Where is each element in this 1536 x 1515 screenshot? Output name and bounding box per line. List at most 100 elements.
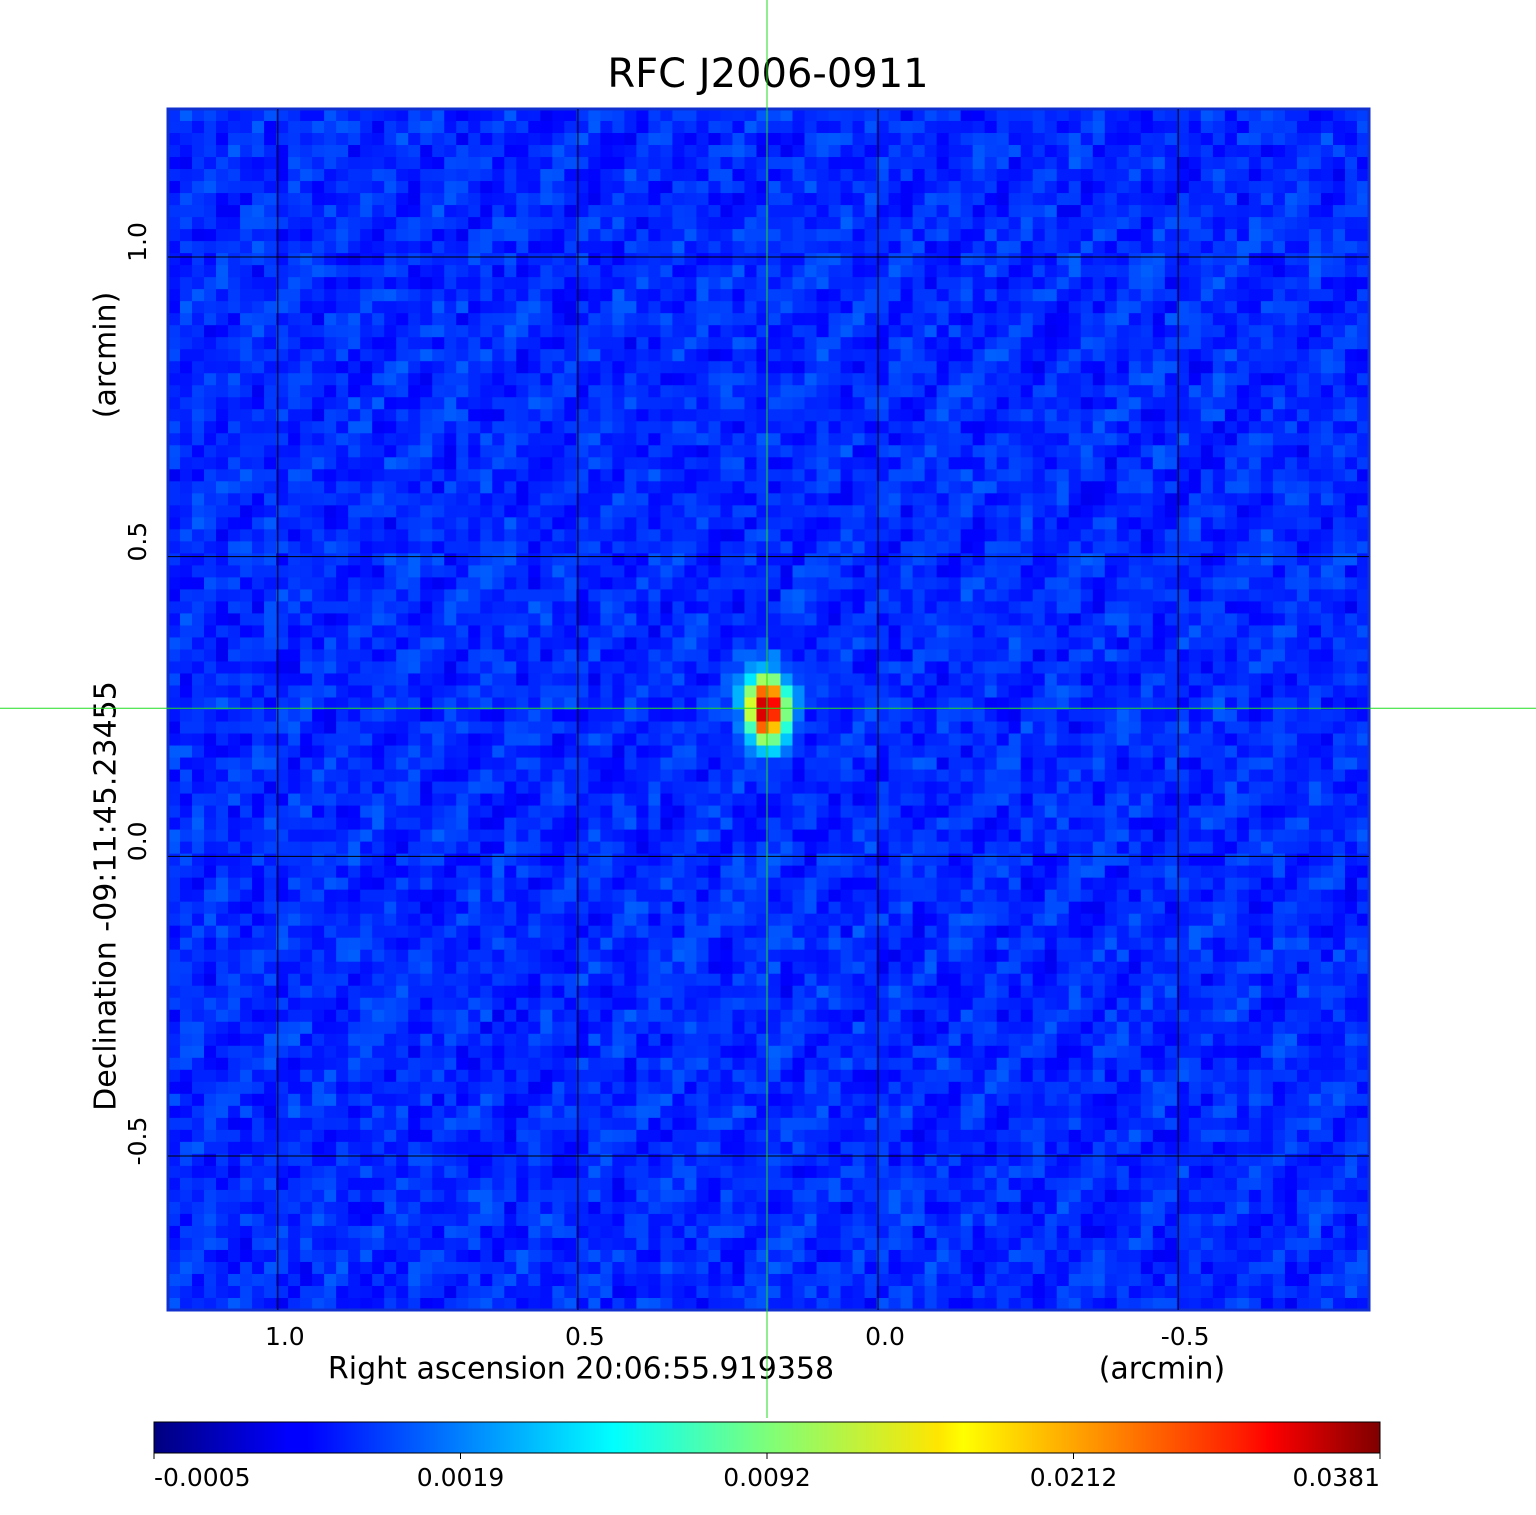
pixel	[732, 541, 746, 554]
pixel	[816, 277, 830, 290]
pixel	[456, 481, 469, 494]
pixel	[1032, 685, 1046, 699]
pixel	[1176, 541, 1190, 554]
pixel	[1236, 601, 1250, 615]
pixel	[696, 181, 710, 194]
pixel	[192, 277, 205, 290]
pixel	[1056, 637, 1070, 651]
pixel	[204, 445, 217, 458]
pixel	[1152, 145, 1166, 158]
pixel	[1080, 697, 1094, 711]
pixel	[336, 349, 349, 362]
pixel	[1272, 505, 1286, 518]
pixel	[888, 421, 902, 434]
pixel	[1344, 121, 1358, 134]
pixel	[468, 481, 481, 494]
pixel	[852, 349, 866, 362]
pixel	[780, 493, 794, 506]
pixel	[960, 433, 974, 446]
pixel	[360, 589, 373, 603]
pixel	[1188, 169, 1202, 182]
pixel	[1236, 457, 1250, 470]
pixel	[300, 133, 313, 146]
pixel	[516, 673, 529, 687]
pixel	[864, 433, 878, 446]
pixel	[612, 301, 625, 314]
pixel	[348, 457, 361, 470]
pixel	[1176, 493, 1190, 506]
pixel	[924, 637, 938, 651]
pixel	[624, 325, 637, 338]
pixel	[912, 673, 926, 687]
pixel	[240, 697, 253, 711]
pixel	[840, 673, 854, 687]
pixel	[1068, 217, 1082, 230]
pixel	[828, 649, 842, 663]
pixel	[1248, 181, 1262, 194]
pixel	[1212, 109, 1226, 122]
pixel	[1116, 181, 1130, 194]
pixel	[348, 205, 361, 218]
pixel	[480, 205, 493, 218]
pixel	[828, 373, 842, 386]
pixel	[804, 697, 818, 711]
pixel	[396, 373, 409, 386]
pixel	[1068, 277, 1082, 290]
pixel	[1236, 277, 1250, 290]
pixel	[948, 697, 962, 711]
pixel	[1080, 529, 1094, 542]
pixel	[792, 301, 806, 314]
pixel	[1128, 301, 1142, 314]
pixel	[708, 313, 722, 326]
pixel	[1236, 529, 1250, 542]
pixel	[732, 505, 746, 518]
pixel	[828, 565, 842, 578]
pixel	[288, 109, 301, 122]
pixel	[492, 361, 505, 374]
pixel	[672, 625, 686, 639]
pixel	[960, 625, 974, 639]
pixel	[672, 337, 686, 350]
pixel	[1068, 121, 1082, 134]
pixel	[1152, 565, 1166, 578]
pixel	[564, 313, 577, 326]
pixel	[1080, 217, 1094, 230]
pixel	[1020, 121, 1034, 134]
pixel	[180, 121, 193, 134]
pixel	[384, 505, 397, 518]
pixel	[1320, 157, 1334, 170]
pixel	[780, 529, 794, 542]
pixel	[564, 529, 577, 542]
pixel	[240, 397, 253, 410]
pixel	[276, 673, 289, 687]
pixel	[564, 205, 577, 218]
pixel	[384, 697, 397, 711]
pixel	[1332, 253, 1346, 266]
pixel	[840, 205, 854, 218]
pixel	[252, 397, 265, 410]
pixel	[312, 481, 325, 494]
pixel	[984, 445, 998, 458]
pixel	[348, 625, 361, 639]
pixel	[180, 157, 193, 170]
pixel	[612, 313, 625, 326]
pixel	[1296, 577, 1310, 590]
pixel	[408, 433, 421, 446]
pixel	[216, 121, 229, 134]
pixel	[972, 157, 986, 170]
pixel	[564, 265, 577, 278]
pixel	[624, 337, 637, 350]
pixel	[1008, 145, 1022, 158]
pixel	[396, 637, 409, 651]
pixel	[168, 121, 181, 134]
pixel	[252, 469, 265, 482]
pixel	[1044, 697, 1058, 711]
pixel	[1188, 577, 1202, 590]
pixel	[1272, 493, 1286, 506]
pixel	[696, 625, 710, 639]
pixel	[264, 433, 277, 446]
pixel	[576, 217, 589, 230]
pixel	[1128, 157, 1142, 170]
pixel	[492, 265, 505, 278]
pixel	[564, 241, 577, 254]
